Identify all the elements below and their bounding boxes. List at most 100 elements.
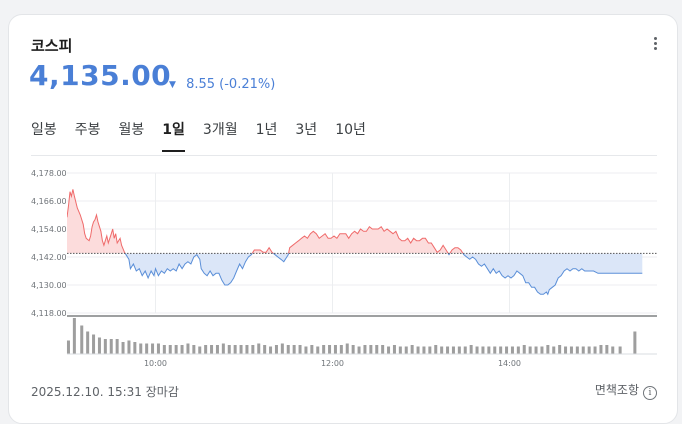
volume-bar xyxy=(298,345,302,354)
market-status: 장마감 xyxy=(145,385,179,399)
volume-bar xyxy=(304,346,308,354)
volume-bar xyxy=(239,345,243,354)
volume-bar xyxy=(151,343,155,354)
change-percent: (-0.21%) xyxy=(219,77,276,92)
volume-bar xyxy=(263,345,267,354)
volume-bar xyxy=(333,345,337,354)
volume-bar xyxy=(546,345,550,354)
volume-bar xyxy=(109,339,113,354)
tab-weekly-candle[interactable]: 주봉 xyxy=(74,122,101,138)
volume-bar xyxy=(493,346,497,354)
volume-bar xyxy=(269,346,273,354)
more-vert-icon[interactable] xyxy=(651,37,659,55)
volume-bar xyxy=(115,339,119,354)
volume-bar xyxy=(469,345,473,354)
volume-bar xyxy=(422,346,426,354)
volume-bar xyxy=(569,346,573,354)
volume-bar xyxy=(316,346,320,354)
tab-daily-candle[interactable]: 일봉 xyxy=(31,122,57,138)
footer-status: 2025.12.10. 15:31 장마감 xyxy=(31,383,179,400)
volume-bar xyxy=(221,343,225,354)
timestamp: 2025.12.10. 15:31 xyxy=(31,385,142,399)
volume-bar xyxy=(192,345,196,354)
volume-bar xyxy=(534,346,538,354)
volume-bar xyxy=(363,345,367,354)
stock-card: 코스피 4,135.00 ▼ 8.55 (-0.21%) 일봉 주봉 월봉 1일… xyxy=(8,14,678,424)
volume-bar xyxy=(180,345,184,354)
volume-bar xyxy=(481,346,485,354)
volume-bar xyxy=(274,345,278,354)
x-tick-label: 12:00 xyxy=(321,359,344,368)
volume-bar xyxy=(251,345,255,354)
volume-bar xyxy=(575,346,579,354)
volume-bar xyxy=(227,345,231,354)
disclaimer-label: 면책조항 xyxy=(594,383,639,397)
volume-bar xyxy=(398,346,402,354)
volume-bar xyxy=(121,342,125,354)
volume-bar xyxy=(257,343,261,354)
volume-bar xyxy=(505,346,509,354)
volume-bar xyxy=(451,346,455,354)
tab-3-years[interactable]: 3년 xyxy=(295,122,318,138)
tab-1-year[interactable]: 1년 xyxy=(255,122,278,138)
tab-10-years[interactable]: 10년 xyxy=(335,122,366,138)
volume-bar xyxy=(416,346,420,354)
volume-bar xyxy=(593,346,597,354)
volume-bar xyxy=(516,346,520,354)
volume-bar xyxy=(499,346,503,354)
volume-bar xyxy=(97,337,101,354)
intraday-chart[interactable]: 4,178.00 4,166.00 4,154.00 4,142.00 4,130.00… xyxy=(0,0,682,407)
volume-bar xyxy=(322,345,326,354)
volume-bar xyxy=(66,340,70,354)
volume-bar xyxy=(404,346,408,354)
price-area-down xyxy=(67,253,643,295)
volume-bar xyxy=(310,345,314,354)
volume-bar xyxy=(522,345,526,354)
y-tick-label: 4,142.00 xyxy=(31,253,67,262)
volume-bar xyxy=(245,345,249,354)
volume-bar xyxy=(392,345,396,354)
volume-bar xyxy=(599,345,603,354)
info-icon: i xyxy=(643,386,657,400)
volume-bar xyxy=(457,346,461,354)
volume-bar xyxy=(127,340,131,354)
volume-bar xyxy=(145,343,149,354)
volume-bar xyxy=(72,318,76,354)
volume-bar xyxy=(446,346,450,354)
period-tabs: 일봉 주봉 월봉 1일 3개월 1년 3년 10년 xyxy=(31,119,384,152)
volume-bar xyxy=(233,345,237,354)
volume-bar xyxy=(292,345,296,354)
volume-bar xyxy=(463,346,467,354)
volume-bar xyxy=(605,345,609,354)
volume-bar xyxy=(198,346,202,354)
volume-bar xyxy=(428,346,432,354)
price-line-up xyxy=(67,189,464,254)
tab-3-months[interactable]: 3개월 xyxy=(202,122,238,138)
volume-bar xyxy=(369,345,373,354)
volume-bar xyxy=(210,345,214,354)
volume-bar xyxy=(434,345,438,354)
volume-bar xyxy=(611,346,615,354)
disclaimer-link[interactable]: 면책조항 i xyxy=(595,381,657,400)
tab-monthly-candle[interactable]: 월봉 xyxy=(118,122,145,138)
volume-bar xyxy=(286,345,290,354)
tabs-divider xyxy=(31,155,657,156)
volume-bar xyxy=(510,346,514,354)
volume-bar xyxy=(186,343,190,354)
tab-1-day[interactable]: 1일 xyxy=(162,119,185,152)
volume-bar xyxy=(633,331,637,354)
volume-bar xyxy=(357,346,361,354)
volume-bar xyxy=(92,334,96,354)
current-price: 4,135.00 xyxy=(29,59,172,92)
volume-bar xyxy=(410,345,414,354)
volume-bar xyxy=(103,339,107,354)
x-tick-label: 10:00 xyxy=(144,359,167,368)
volume-bar xyxy=(174,345,178,354)
change-value: 8.55 xyxy=(186,77,216,92)
price-change: ▼ 8.55 (-0.21%) xyxy=(169,77,275,92)
volume-bar xyxy=(351,345,355,354)
volume-bar xyxy=(475,346,479,354)
volume-bar xyxy=(328,345,332,354)
y-tick-label: 4,178.00 xyxy=(31,169,67,178)
volume-bar xyxy=(528,346,532,354)
